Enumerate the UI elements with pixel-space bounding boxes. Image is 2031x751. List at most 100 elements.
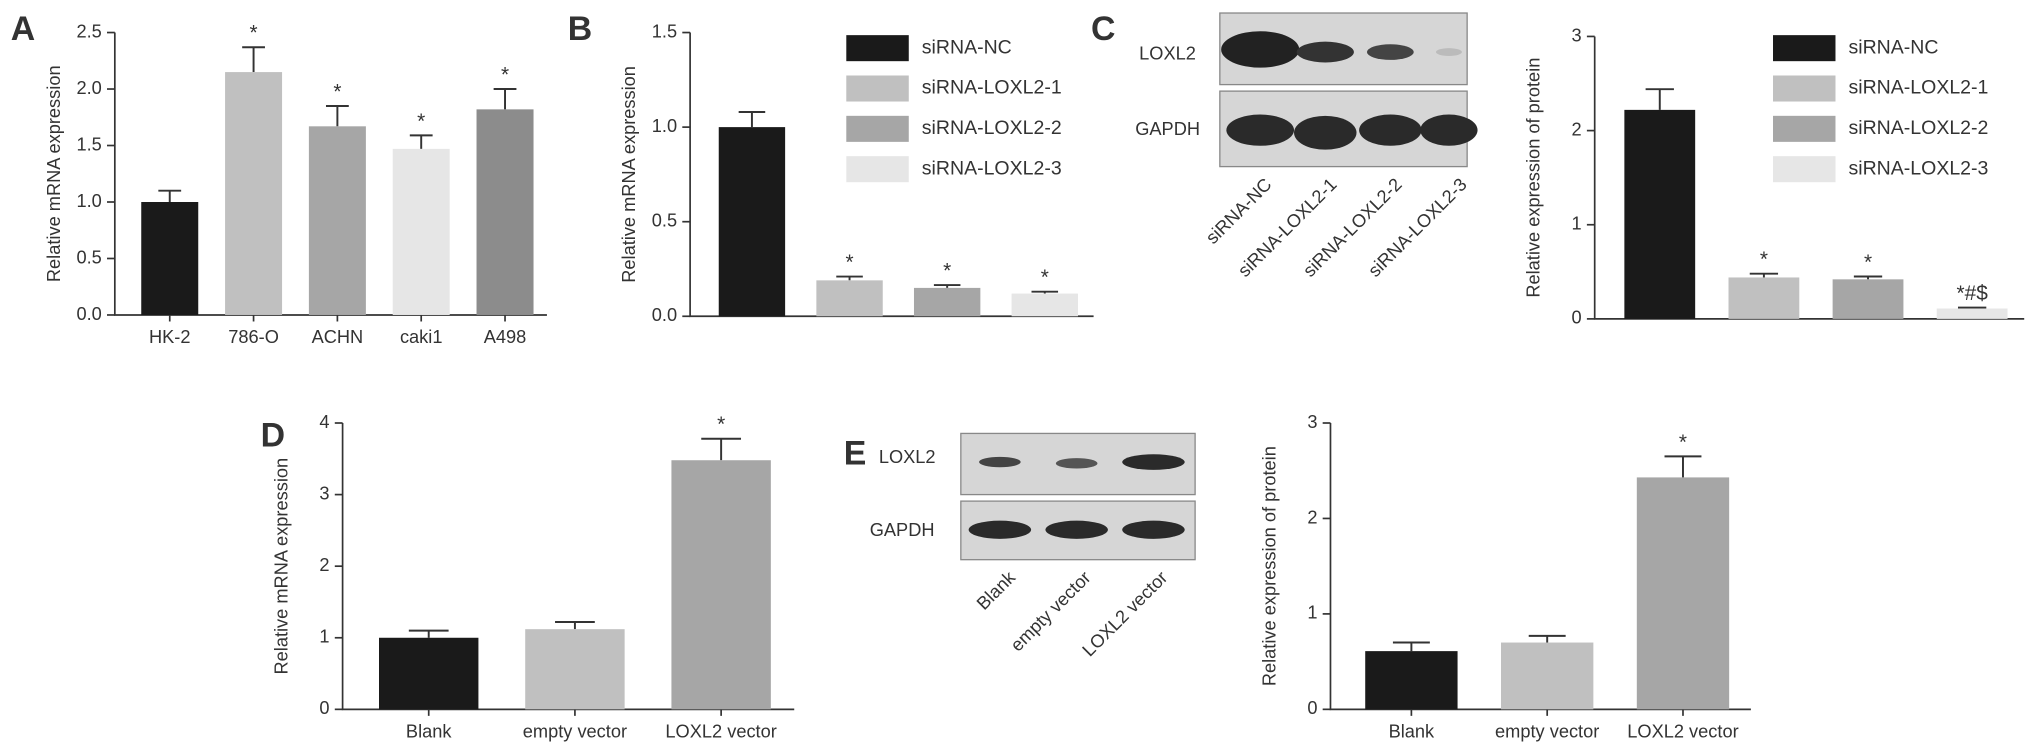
panel-letter: C [1091, 10, 1115, 48]
blot-band [1122, 454, 1185, 470]
blot-band [1420, 114, 1478, 146]
bar [225, 72, 283, 315]
chart: 0.0 0.5 1.0 1.5 Relative mRNA expression siRN… [619, 21, 1094, 325]
blot-e: LOXL2 GAPDH Blank empty vector LOXL2 vec… [870, 432, 1196, 660]
y-tick-label: 0.0 [652, 305, 677, 325]
y-tick-label: 2 [319, 555, 329, 575]
y-tick-label: 0.5 [652, 211, 677, 231]
y-axis-label: Relative expression of protein [1259, 446, 1279, 686]
chart: 0 1 2 3 Relative expression of protein siRNA-… [1524, 25, 2025, 328]
bar [1936, 308, 2008, 319]
x-tick-label: empty vector [523, 722, 627, 742]
y-tick-label: 0 [1572, 308, 1582, 328]
panel-letter: B [568, 10, 592, 48]
significance-label: * [333, 80, 341, 103]
legend-swatch [1773, 35, 1836, 62]
y-tick-label: 3 [1307, 412, 1317, 432]
bar [141, 202, 199, 315]
significance-label: * [1679, 431, 1687, 454]
blot-band [1366, 44, 1414, 60]
significance-label: * [1760, 248, 1768, 271]
bar [1728, 277, 1800, 319]
legend-swatch [846, 75, 909, 102]
legend-swatch [846, 115, 909, 142]
legend-swatch [846, 156, 909, 183]
blot-band [1055, 458, 1098, 469]
blot-c: LOXL2 GAPDH siRNA-NC siRNA-LOXL2-1 siRNA… [1135, 12, 1478, 281]
y-tick-label: 2 [1307, 507, 1317, 527]
y-tick-label: 4 [319, 412, 329, 432]
y-tick-label: 0 [1307, 698, 1317, 718]
blot-band [979, 456, 1021, 468]
chart: 0.0 0.5 1.0 1.5 2.0 2.5 Relative mRNA expressi… [44, 21, 547, 347]
blot-band [1296, 41, 1354, 63]
panel-letters: A B C D E [11, 10, 1116, 472]
significance-label: * [501, 64, 509, 87]
y-tick-label: 1 [319, 627, 329, 647]
y-tick-label: 2 [1572, 119, 1582, 139]
blot-row-label: GAPDH [1135, 119, 1200, 139]
legend-label: siRNA-LOXL2-3 [1848, 157, 1988, 179]
bar [308, 126, 366, 315]
bar [816, 280, 883, 317]
bar [476, 109, 534, 315]
y-tick-label: 1.5 [76, 134, 101, 154]
blot-row-label: LOXL2 [879, 447, 936, 467]
significance-label: *#$ [1957, 282, 1989, 305]
bar [1365, 651, 1458, 710]
bar [671, 460, 771, 710]
y-tick-label: 0 [319, 698, 329, 718]
bar [525, 629, 625, 710]
x-tick-label: 786-O [228, 327, 279, 347]
legend-label: siRNA-LOXL2-2 [922, 117, 1062, 139]
bar [1011, 293, 1078, 317]
legend-label: siRNA-LOXL2-1 [922, 77, 1062, 99]
bar [379, 637, 479, 710]
blot-band [968, 520, 1032, 539]
legend-label: siRNA-NC [1848, 36, 1938, 58]
x-tick-label: caki1 [400, 327, 443, 347]
blot-band [1359, 114, 1422, 146]
legend-swatch [846, 35, 909, 62]
legend-label: siRNA-NC [922, 36, 1012, 58]
y-tick-label: 3 [1572, 25, 1582, 45]
significance-label: * [717, 413, 725, 436]
y-tick-label: 2.0 [76, 78, 101, 98]
panel-letter: D [261, 416, 285, 454]
significance-label: * [250, 22, 258, 45]
legend-label: siRNA-LOXL2-2 [1848, 117, 1988, 139]
y-tick-label: 1.5 [652, 21, 677, 41]
x-tick-label: A498 [484, 327, 527, 347]
bar [913, 287, 981, 317]
blot-band [1122, 520, 1185, 539]
x-tick-label: LOXL2 vector [665, 722, 776, 742]
bar [718, 127, 786, 317]
blot-band [1221, 31, 1300, 68]
x-tick-label: ACHN [312, 327, 364, 347]
blot-band [1226, 114, 1295, 146]
significance-label: * [417, 110, 425, 133]
bar [392, 148, 450, 315]
y-tick-label: 2.5 [76, 21, 101, 41]
y-axis-label: Relative mRNA expression [44, 65, 64, 282]
y-tick-label: 1 [1307, 603, 1317, 623]
y-tick-label: 0.5 [76, 247, 101, 267]
significance-label: * [1041, 266, 1049, 289]
blot-band [1294, 115, 1357, 150]
y-axis-label: Relative mRNA expression [619, 66, 639, 283]
y-tick-label: 1.0 [652, 116, 677, 136]
significance-label: * [1864, 251, 1872, 274]
y-axis-label: Relative mRNA expression [272, 458, 292, 675]
y-tick-label: 0.0 [76, 304, 101, 324]
blot-row-label: GAPDH [870, 520, 935, 540]
blot-band [1435, 48, 1462, 56]
legend-swatch [1773, 75, 1836, 102]
y-tick-label: 3 [319, 483, 329, 503]
significance-label: * [845, 251, 853, 274]
lane-label: Blank [973, 567, 1020, 614]
y-axis-label: Relative expression of protein [1524, 58, 1544, 298]
bar [1501, 642, 1594, 710]
x-tick-label: Blank [406, 722, 452, 742]
significance-label: * [943, 260, 951, 283]
panel-letter: A [11, 10, 35, 48]
